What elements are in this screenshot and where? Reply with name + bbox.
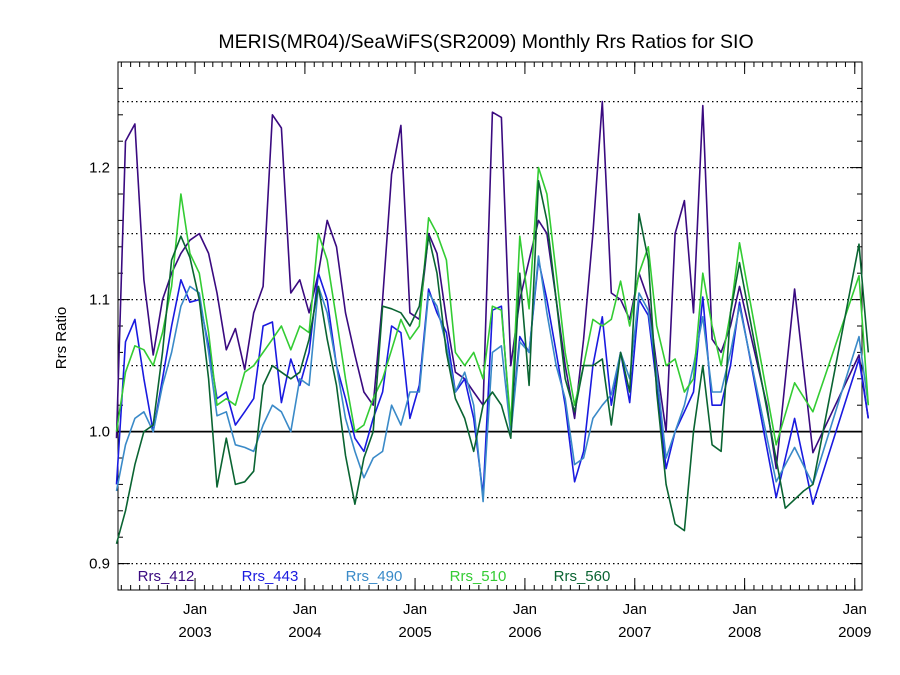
x-tick-year-label: 2003 [178,624,211,641]
chart-title: MERIS(MR04)/SeaWiFS(SR2009) Monthly Rrs … [218,31,753,53]
legend-entry: Rrs_412 [138,568,195,585]
series-rrs-412 [115,100,870,470]
series-line [115,180,870,545]
x-tick-year-label: 2005 [398,624,431,641]
y-tick-label: 1.1 [89,292,110,309]
legend-entry: Rrs_490 [346,568,403,585]
series-rrs-490 [115,255,870,503]
legend-entry: Rrs_510 [450,568,507,585]
series-rrs-560 [115,180,870,545]
x-tick-year-label: 2007 [618,624,651,641]
series-line [115,255,870,503]
x-tick-month-label: Jan [733,601,757,618]
plot-area: 0.9 1.0 1.1 1.2 Jan 2003 Jan 2004 Jan 2005 Jan 2006… [89,61,871,641]
x-tick-year-label: 2006 [508,624,541,641]
legend-entry: Rrs_443 [242,568,299,585]
x-tick-month-label: Jan [513,601,537,618]
x-tick-month-label: Jan [843,601,867,618]
legend-entry: Rrs_560 [554,568,611,585]
x-tick-month-label: Jan [623,601,647,618]
x-tick-month-label: Jan [403,601,427,618]
y-tick-label: 1.2 [89,160,110,177]
x-tick-month-label: Jan [293,601,317,618]
series-rrs-510 [115,166,870,446]
y-tick-label: 0.9 [89,556,110,573]
x-tick-year-label: 2009 [838,624,871,641]
x-tick-month-label: Jan [183,601,207,618]
y-tick-label: 1.0 [89,424,110,441]
x-tick-year-label: 2008 [728,624,761,641]
series-line [115,100,870,470]
y-axis-label: Rrs Ratio [53,307,70,370]
x-tick-year-label: 2004 [288,624,321,641]
series-line [115,166,870,446]
